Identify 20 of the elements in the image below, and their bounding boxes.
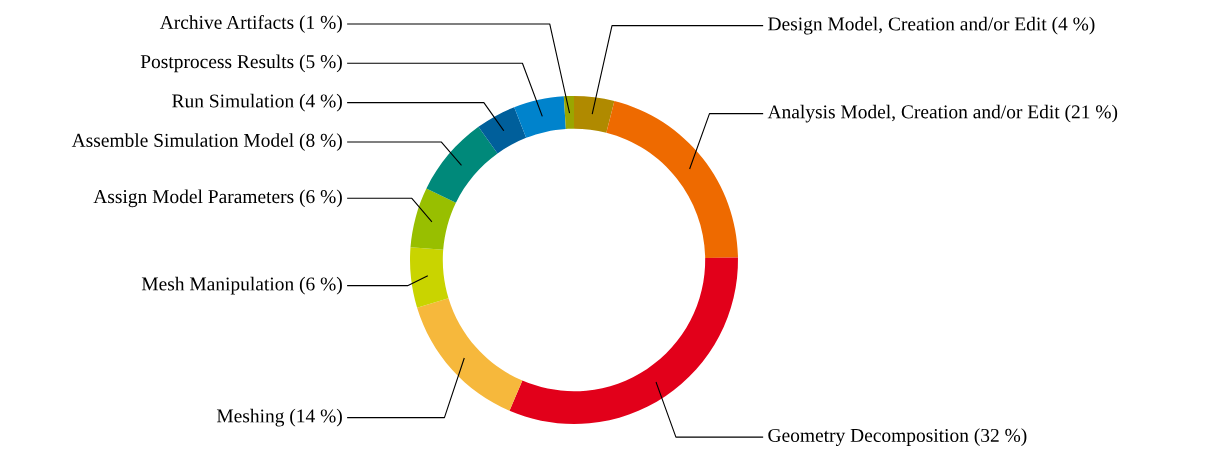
slice-label: Assign Model Parameters (6 %) xyxy=(93,189,342,208)
slice-label: Meshing (14 %) xyxy=(216,408,342,427)
slice-label: Analysis Model, Creation and/or Edit (21 %) xyxy=(767,104,1118,123)
slice-label: Design Model, Creation and/or Edit (4 %) xyxy=(768,16,1095,35)
donut-slice xyxy=(574,96,615,133)
donut-slice xyxy=(410,247,449,308)
donut-slice xyxy=(417,298,523,411)
donut-slice xyxy=(509,257,738,424)
donut-slice xyxy=(563,96,574,130)
slice-label: Assemble Simulation Model (8 %) xyxy=(71,133,342,151)
slice-label: Geometry Decomposition (32 %) xyxy=(768,428,1027,446)
donut-slice xyxy=(514,96,566,138)
donut-slice xyxy=(410,188,456,250)
slice-label: Run Simulation (4 %) xyxy=(172,93,342,112)
slice-label: Mesh Manipulation (6 %) xyxy=(141,276,342,295)
slice-label: Postprocess Results (5 %) xyxy=(140,54,342,73)
slice-label: Archive Artifacts (1 %) xyxy=(159,15,342,33)
donut-slice xyxy=(606,101,738,258)
donut-slice xyxy=(426,126,498,203)
donut-slice xyxy=(478,107,527,154)
